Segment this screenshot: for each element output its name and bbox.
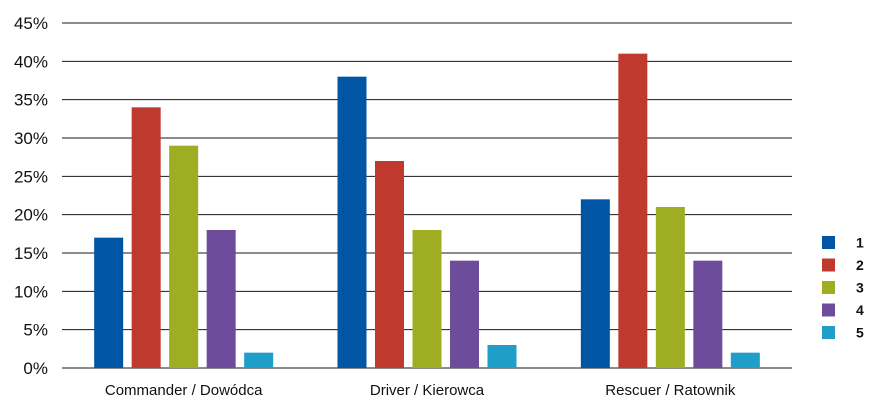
y-tick-label: 35% xyxy=(14,91,48,110)
legend-swatch-2 xyxy=(822,258,835,272)
bars xyxy=(94,53,760,369)
legend-label: 2 xyxy=(856,257,864,273)
legend-label: 4 xyxy=(856,302,864,318)
y-tick-label: 45% xyxy=(14,14,48,33)
y-tick-label: 5% xyxy=(23,321,48,340)
legend-label: 1 xyxy=(856,235,864,251)
bar-series-2 xyxy=(131,107,161,368)
bar-series-1 xyxy=(94,237,124,368)
bar-series-5 xyxy=(244,352,274,368)
y-axis-ticks: 0% 5% 10% 15% 20% 25% 30% 35% 40% 45% xyxy=(14,14,48,378)
legend-swatch-5 xyxy=(822,326,835,339)
bar-series-3 xyxy=(412,230,442,368)
bar-series-1 xyxy=(580,199,610,368)
y-tick-label: 40% xyxy=(14,52,48,71)
legend-label: 3 xyxy=(856,280,864,296)
bar-series-4 xyxy=(693,260,723,368)
bar-series-5 xyxy=(730,352,760,368)
bar-series-3 xyxy=(655,207,685,368)
bar-series-1 xyxy=(337,76,367,369)
legend: 1 2 3 4 5 xyxy=(822,235,864,341)
bar-series-4 xyxy=(450,260,479,368)
bar-series-2 xyxy=(618,53,648,369)
legend-swatch-4 xyxy=(822,303,835,317)
y-tick-label: 0% xyxy=(23,359,48,378)
bar-series-2 xyxy=(375,161,404,368)
y-tick-label: 20% xyxy=(14,206,48,225)
x-tick-label: Rescuer / Ratownik xyxy=(605,382,736,399)
bar-series-3 xyxy=(169,145,199,368)
y-tick-label: 10% xyxy=(14,282,48,301)
y-tick-label: 25% xyxy=(14,167,48,186)
bar-series-4 xyxy=(206,230,236,368)
x-tick-label: Driver / Kierowca xyxy=(370,382,485,399)
legend-swatch-1 xyxy=(822,236,835,249)
y-tick-label: 30% xyxy=(14,129,48,148)
y-tick-label: 15% xyxy=(14,244,48,263)
legend-label: 5 xyxy=(856,325,864,341)
bar-series-5 xyxy=(487,345,517,368)
x-tick-label: Commander / Dowódca xyxy=(105,382,263,399)
x-axis-ticks: Commander / Dowódca Driver / Kierowca Resc… xyxy=(105,382,736,399)
legend-swatch-3 xyxy=(822,281,835,294)
